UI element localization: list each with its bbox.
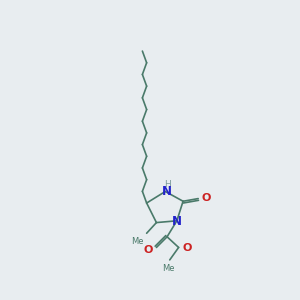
Text: O: O xyxy=(143,245,153,255)
Text: O: O xyxy=(182,243,192,253)
Text: N: N xyxy=(162,185,172,198)
Text: N: N xyxy=(172,215,182,228)
Text: H: H xyxy=(164,180,170,189)
Text: Me: Me xyxy=(162,264,174,273)
Text: O: O xyxy=(202,193,211,203)
Text: Me: Me xyxy=(131,237,144,246)
